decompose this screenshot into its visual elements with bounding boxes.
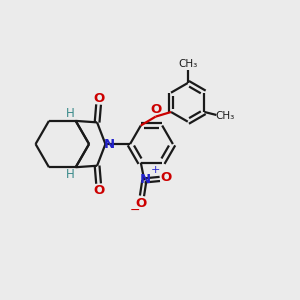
Text: N: N — [140, 173, 151, 186]
Text: O: O — [150, 103, 161, 116]
Text: CH₃: CH₃ — [215, 112, 234, 122]
Text: N: N — [103, 138, 115, 151]
Text: O: O — [161, 171, 172, 184]
Text: +: + — [150, 165, 160, 175]
Text: O: O — [94, 92, 105, 104]
Text: O: O — [136, 196, 147, 209]
Text: −: − — [129, 204, 140, 217]
Text: H: H — [66, 168, 75, 181]
Text: H: H — [66, 107, 75, 120]
Text: CH₃: CH₃ — [178, 59, 197, 69]
Text: O: O — [94, 184, 105, 196]
